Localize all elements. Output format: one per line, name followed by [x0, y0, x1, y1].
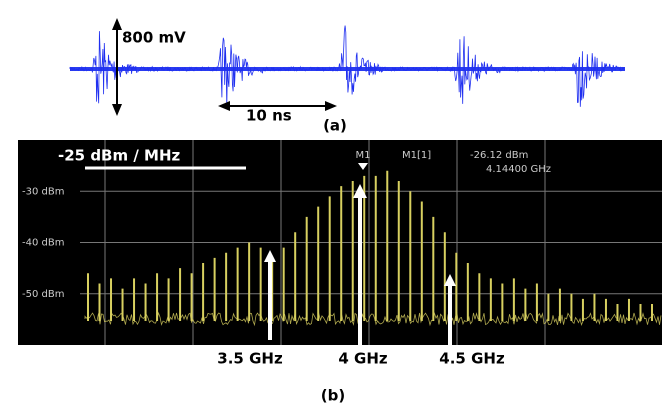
spectral-line [294, 232, 296, 321]
spectral-line [191, 273, 193, 321]
spectral-line [133, 278, 135, 321]
spectral-line [605, 299, 607, 321]
spectral-line [570, 294, 572, 321]
spectral-line [616, 304, 618, 321]
y-tick-label: -50 dBm [22, 289, 64, 300]
frequency-label: 4 GHz [338, 350, 388, 368]
frequency-label: 4.5 GHz [439, 350, 505, 368]
marker-level: -26.12 dBm [470, 150, 528, 161]
spectral-line [432, 217, 434, 321]
spectral-line [283, 248, 285, 321]
spectral-line [593, 294, 595, 321]
spectral-line [168, 278, 170, 321]
time-label: 10 ns [246, 107, 292, 125]
spectral-line [478, 273, 480, 321]
spectral-line [455, 253, 457, 321]
spectral-line [110, 278, 112, 321]
marker-frequency: 4.14400 GHz [486, 164, 551, 175]
marker-readout: M1[1] [402, 150, 431, 161]
spectral-line [214, 258, 216, 321]
spectral-line [547, 294, 549, 321]
spectral-line [145, 284, 147, 322]
spectral-line [202, 263, 204, 321]
spectral-line [651, 304, 653, 321]
spectral-line [559, 289, 561, 321]
spectral-line [156, 273, 158, 321]
caption: (a) [323, 117, 347, 135]
y-tick-label: -30 dBm [22, 186, 64, 197]
spectral-line [306, 217, 308, 321]
spectral-line [375, 176, 377, 321]
spectral-line [179, 268, 181, 321]
spectral-line [260, 248, 262, 321]
spectral-line [513, 278, 515, 321]
spectral-line [386, 171, 388, 321]
spectral-line [352, 181, 354, 321]
y-tick-label: -40 dBm [22, 238, 64, 249]
spectral-line [248, 243, 250, 322]
spectral-line [444, 232, 446, 321]
spectral-line [639, 304, 641, 321]
spectral-line [409, 191, 411, 321]
spectral-line [398, 181, 400, 321]
spectral-line [99, 284, 101, 322]
spectral-line [501, 284, 503, 322]
spectral-line [317, 207, 319, 321]
caption: (b) [321, 387, 345, 405]
spectral-line [490, 278, 492, 321]
spectral-line [329, 196, 331, 321]
spectral-line [524, 289, 526, 321]
spectral-line [467, 263, 469, 321]
spectral-line [340, 186, 342, 321]
spectral-line [582, 299, 584, 321]
figure: -30 dBm -40 dBm -50 dBm 800 mV 10 ns (a) -… [0, 0, 665, 409]
frequency-label: 3.5 GHz [217, 350, 283, 368]
spectral-line [628, 299, 630, 321]
spectral-line [225, 253, 227, 321]
spectral-line [87, 273, 89, 321]
spectral-line [421, 202, 423, 322]
spectral-line [536, 284, 538, 322]
marker-name: M1 [356, 150, 371, 161]
spectral-line [122, 289, 124, 321]
reference-label: -25 dBm / MHz [58, 147, 181, 165]
spectral-line [237, 248, 239, 321]
amplitude-label: 800 mV [122, 29, 186, 47]
